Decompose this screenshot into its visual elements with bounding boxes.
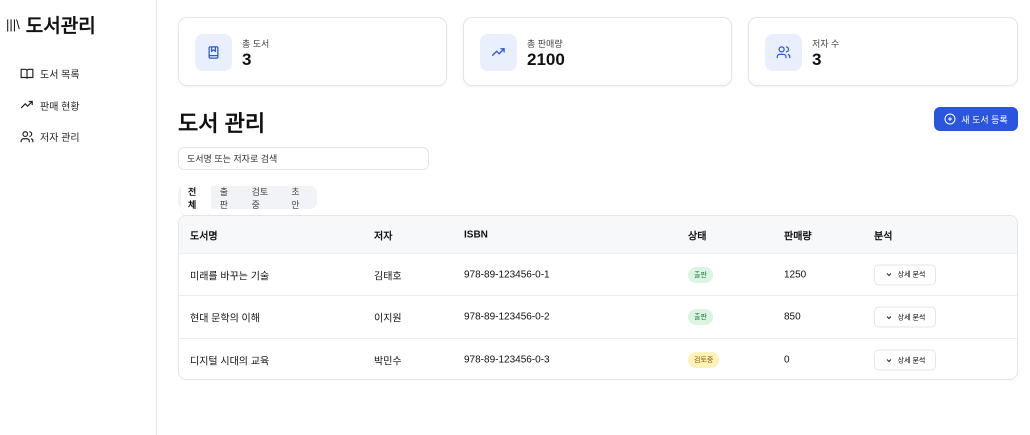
users-icon xyxy=(20,130,34,142)
detail-analysis-label: 상세 분석 xyxy=(897,314,926,321)
table-header: 도서명 저자 ISBN 상태 판매량 분석 xyxy=(179,216,1017,254)
sidebar-item-label: 도서 목록 xyxy=(40,70,80,82)
chevron-down-icon xyxy=(886,358,891,362)
sidebar-item-label: 저자 관리 xyxy=(40,133,80,145)
library-icon: |||\ xyxy=(6,17,20,32)
tab-published[interactable]: 출판 xyxy=(219,186,229,210)
plus-circle-icon xyxy=(944,113,956,125)
status-badge: 출판 xyxy=(688,266,713,283)
book-isbn: 978-89-123456-0-3 xyxy=(464,354,550,366)
header-analysis: 분석 xyxy=(874,231,893,242)
header-status: 상태 xyxy=(688,231,707,242)
book-author: 이지원 xyxy=(374,313,402,325)
sidebar-nav: 도서 목록 판매 현황 저자 관리 xyxy=(20,58,80,153)
header-sales: 판매량 xyxy=(784,231,812,242)
sidebar-item-sales[interactable]: 판매 현황 xyxy=(20,90,80,122)
add-book-label: 새 도서 등록 xyxy=(961,114,1008,125)
detail-analysis-button[interactable]: 상세 분석 xyxy=(874,306,936,328)
sidebar: |||\ 도서관리 도서 목록 판매 현황 저자 관리 xyxy=(0,0,157,435)
tab-draft[interactable]: 초안 xyxy=(291,186,300,210)
stat-card-total-books: 총 도서 3 xyxy=(178,17,447,86)
book-sales: 1250 xyxy=(784,269,807,280)
status-badge: 검토중 xyxy=(688,352,720,368)
sidebar-item-label: 판매 현황 xyxy=(40,101,80,113)
detail-analysis-button[interactable]: 상세 분석 xyxy=(874,349,936,371)
stat-value: 2100 xyxy=(527,50,565,69)
detail-analysis-button[interactable]: 상세 분석 xyxy=(874,264,936,285)
table-row: 디지털 시대의 교육 박민수 978-89-123456-0-3 검토중 0 상… xyxy=(179,339,1017,379)
add-book-button[interactable]: 새 도서 등록 xyxy=(934,107,1018,131)
stat-label: 총 판매량 xyxy=(527,39,563,49)
trending-up-icon xyxy=(491,48,505,57)
tab-all[interactable]: 전체 xyxy=(181,180,211,215)
table-row: 미래를 바꾸는 기술 김태호 978-89-123456-0-1 출판 1250… xyxy=(179,254,1017,296)
book-sales: 850 xyxy=(784,311,801,323)
book-icon xyxy=(208,46,219,59)
book-title: 미래를 바꾸는 기술 xyxy=(190,271,270,282)
page-title: 도서 관리 xyxy=(178,111,266,136)
status-badge: 출판 xyxy=(688,309,713,325)
app-logo: |||\ 도서관리 xyxy=(6,11,96,38)
chevron-down-icon xyxy=(886,273,891,277)
search-input[interactable] xyxy=(178,147,429,170)
trending-up-icon xyxy=(20,101,33,109)
stat-value: 3 xyxy=(812,50,822,69)
book-title: 현대 문학의 이해 xyxy=(190,313,260,325)
status-tabs: 전체 출판 검토중 초안 xyxy=(178,180,317,215)
book-title: 디지털 시대의 교육 xyxy=(190,356,270,368)
book-isbn: 978-89-123456-0-2 xyxy=(464,311,550,323)
sidebar-item-books[interactable]: 도서 목록 xyxy=(20,58,80,90)
detail-analysis-label: 상세 분석 xyxy=(897,357,926,364)
stat-card-authors: 저자 수 3 xyxy=(748,17,1018,86)
stat-label: 총 도서 xyxy=(242,39,270,49)
book-author: 김태호 xyxy=(374,271,402,282)
table-row: 현대 문학의 이해 이지원 978-89-123456-0-2 출판 850 상… xyxy=(179,297,1017,339)
sidebar-item-authors[interactable]: 저자 관리 xyxy=(20,121,80,153)
book-author: 박민수 xyxy=(374,356,402,368)
users-icon xyxy=(776,46,791,59)
stat-card-total-sales: 총 판매량 2100 xyxy=(463,17,732,86)
book-sales: 0 xyxy=(784,354,790,366)
book-open-icon xyxy=(20,68,34,79)
stat-label: 저자 수 xyxy=(812,39,840,49)
header-title: 도서명 xyxy=(190,231,218,242)
chevron-down-icon xyxy=(886,315,891,319)
tab-review[interactable]: 검토중 xyxy=(251,186,269,210)
book-isbn: 978-89-123456-0-1 xyxy=(464,269,550,280)
books-table: 도서명 저자 ISBN 상태 판매량 분석 미래를 바꾸는 기술 김태호 978… xyxy=(178,215,1018,380)
header-isbn: ISBN xyxy=(464,229,488,240)
header-author: 저자 xyxy=(374,231,393,242)
detail-analysis-label: 상세 분석 xyxy=(897,271,926,279)
stat-value: 3 xyxy=(242,50,252,69)
app-title: 도서관리 xyxy=(25,16,96,37)
